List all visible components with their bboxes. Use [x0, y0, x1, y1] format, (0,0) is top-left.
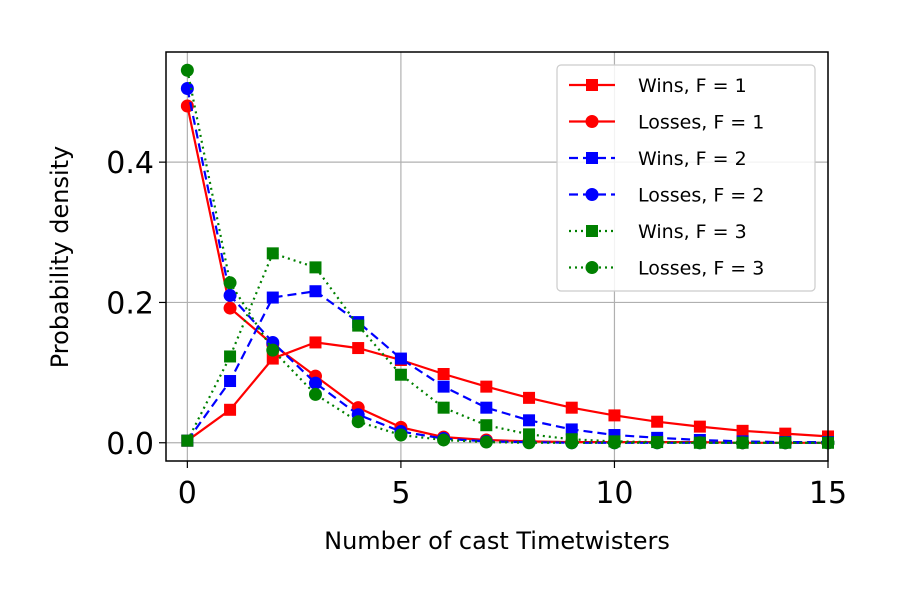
data-point: [224, 375, 237, 388]
x-axis-label: Number of cast Timetwisters: [324, 527, 670, 555]
data-point: [351, 415, 365, 429]
data-point: [565, 436, 579, 450]
data-point: [523, 414, 536, 427]
data-point: [736, 436, 750, 450]
legend-item: Wins, F = 2: [569, 148, 747, 170]
data-point: [479, 435, 493, 449]
x-tick-label: 5: [391, 476, 410, 511]
data-point: [224, 403, 237, 416]
data-point: [308, 387, 322, 401]
data-point: [223, 301, 237, 315]
data-point: [352, 342, 365, 355]
data-point: [608, 409, 621, 422]
legend-item: Wins, F = 3: [569, 221, 747, 243]
x-tick-label: 0: [178, 476, 197, 511]
legend-marker: [586, 225, 598, 237]
data-point: [180, 81, 194, 95]
x-tick-label: 10: [595, 476, 633, 511]
data-point: [224, 350, 237, 363]
legend-label: Wins, F = 3: [638, 221, 747, 243]
data-point: [266, 343, 280, 357]
axis-ticks: 0 5 10 15 0.0 0.2 0.4: [106, 146, 847, 511]
data-point: [223, 288, 237, 302]
data-point: [309, 336, 322, 349]
data-point: [181, 434, 194, 447]
data-point: [394, 352, 407, 365]
data-point: [480, 419, 493, 432]
data-point: [565, 401, 578, 414]
data-point: [437, 401, 450, 414]
series-line: [186, 290, 828, 444]
data-point: [437, 380, 450, 393]
legend-label: Wins, F = 1: [638, 75, 747, 97]
data-point: [309, 285, 322, 298]
data-point: [437, 368, 450, 381]
data-point: [650, 436, 664, 450]
legend-box: [556, 64, 816, 292]
y-tick-label: 0.2: [106, 286, 154, 321]
data-point: [308, 376, 322, 390]
legend-marker: [586, 152, 598, 164]
x-tick-label: 15: [809, 476, 847, 511]
data-point: [223, 276, 237, 290]
data-point: [437, 433, 451, 447]
data-point: [693, 436, 707, 450]
series-line: [186, 69, 828, 444]
legend-item: Losses, F = 1: [569, 112, 764, 134]
series-line: [186, 341, 829, 442]
legend-marker: [586, 79, 598, 91]
legend-marker: [585, 261, 599, 274]
series-line: [186, 251, 828, 444]
data-point: [180, 63, 194, 77]
data-point: [480, 380, 493, 393]
data-point: [266, 247, 279, 260]
y-tick-label: 0.4: [106, 146, 154, 181]
legend-label: Losses, F = 3: [638, 258, 764, 280]
series-line: [186, 88, 828, 444]
legend-marker: [585, 188, 599, 201]
data-point: [352, 319, 365, 332]
data-point: [266, 291, 279, 304]
data-point: [309, 261, 322, 274]
y-tick-label: 0.0: [106, 427, 154, 462]
data-point: [778, 436, 792, 450]
legend: Wins, F = 1 Losses, F = 1 Wins, F = 2 Losse…: [556, 64, 816, 292]
legend-label: Wins, F = 2: [638, 148, 747, 170]
data-point: [607, 436, 621, 450]
data-point: [523, 391, 536, 404]
data-point: [394, 428, 408, 442]
legend-item: Losses, F = 3: [569, 258, 764, 280]
legend-item: Wins, F = 1: [569, 75, 747, 97]
data-point: [565, 423, 578, 436]
data-point: [736, 424, 749, 437]
legend-marker: [585, 115, 599, 128]
y-axis-label: Probability density: [46, 146, 74, 369]
legend-label: Losses, F = 1: [638, 112, 764, 134]
data-point: [394, 368, 407, 381]
data-point: [693, 420, 706, 433]
plot-frame: [165, 51, 829, 462]
legend-label: Losses, F = 2: [638, 185, 764, 207]
data-point: [651, 415, 664, 428]
series-layer: [180, 63, 835, 450]
series-6: [180, 63, 835, 450]
legend-item: Losses, F = 2: [569, 185, 764, 207]
data-point: [480, 401, 493, 414]
data-point: [522, 436, 536, 450]
